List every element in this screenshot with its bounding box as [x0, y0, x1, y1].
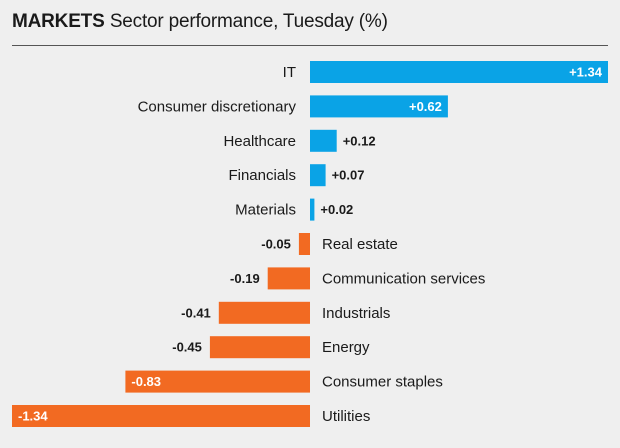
bar-it: [310, 61, 608, 83]
header-divider: [12, 45, 608, 46]
value-label: +0.12: [343, 133, 376, 148]
bar-healthcare: [310, 129, 337, 152]
category-label: Industrials: [322, 305, 390, 322]
value-label: -0.19: [230, 271, 260, 286]
value-label: -0.45: [172, 340, 202, 355]
category-label: Materials: [235, 202, 296, 219]
category-label: Utilities: [322, 408, 370, 425]
bar-materials: [310, 198, 315, 221]
category-label: Energy: [322, 339, 370, 356]
value-label: -1.34: [18, 409, 48, 424]
value-label: -0.83: [131, 374, 161, 389]
bar-real-estate: [298, 233, 310, 255]
bar-communication-services: [267, 267, 310, 290]
chart-kicker: MARKETS: [12, 11, 105, 32]
value-label: +0.62: [409, 99, 442, 114]
category-label: Communication services: [322, 270, 485, 287]
bar-energy: [209, 336, 310, 359]
value-label: +1.34: [569, 65, 603, 80]
category-label: Healthcare: [223, 133, 296, 150]
bar-industrials: [218, 301, 310, 324]
category-label: Real estate: [322, 236, 398, 253]
category-label: Financials: [228, 167, 296, 184]
bar-consumer-staples: [125, 370, 311, 393]
bar-financials: [310, 164, 326, 187]
category-label: Consumer discretionary: [138, 98, 297, 115]
bar-consumer-discretionary: [310, 95, 448, 118]
category-label: IT: [283, 64, 296, 81]
bar-utilities: [12, 405, 310, 427]
chart-header: MARKETS Sector performance, Tuesday (%): [12, 8, 608, 36]
chart-title: Sector performance, Tuesday (%): [109, 11, 388, 32]
value-label: -0.41: [181, 305, 211, 320]
value-label: +0.07: [332, 168, 365, 183]
value-label: +0.02: [320, 202, 353, 217]
value-label: -0.05: [261, 237, 291, 252]
category-label: Consumer staples: [322, 374, 443, 391]
